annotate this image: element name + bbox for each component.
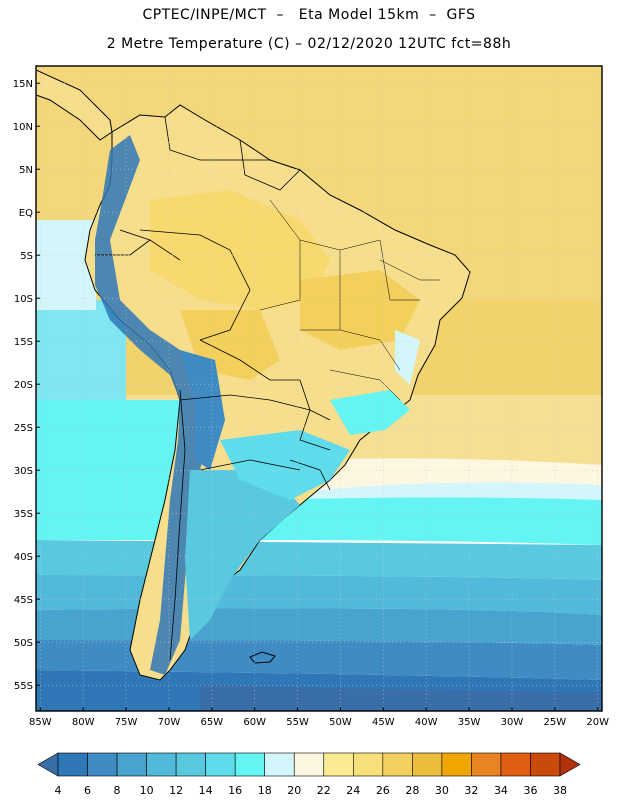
colorbar-swatch: [293, 752, 325, 777]
longitude-label: 75W: [115, 717, 138, 728]
latitude-label: 30S: [14, 466, 33, 477]
colorbar-swatch: [441, 752, 472, 777]
colorbar-swatch: [57, 752, 88, 777]
colorbar-max-arrow: [559, 752, 581, 777]
latitude-label: 45S: [14, 595, 33, 606]
colorbar: 4 6 8 10 12 14 16 18 20 22 24 26 28 30 32 34 36 38: [37, 752, 581, 797]
longitude-label: 55W: [286, 717, 309, 728]
map-frame: [35, 65, 603, 712]
latitude-label: 50S: [14, 638, 33, 649]
colorbar-swatch: [116, 752, 147, 777]
longitude-label: 80W: [72, 717, 95, 728]
longitude-label: 40W: [415, 717, 438, 728]
map-title-line-1: CPTEC/INPE/MCT – Eta Model 15km – GFS: [142, 7, 476, 23]
longitude-label: 20W: [586, 717, 609, 728]
longitude-label: 30W: [501, 717, 524, 728]
pacific-band-20: [36, 220, 96, 310]
colorbar-swatch: [471, 752, 502, 777]
southeast-brazil-cool-zone: [330, 390, 410, 435]
colorbar-swatch: [205, 752, 236, 777]
colorbar-swatch: [146, 752, 177, 777]
colorbar-label: 36: [523, 784, 537, 797]
colorbar-label: 24: [346, 784, 360, 797]
andes-cold-ridge: [95, 135, 210, 675]
colorbar-label: 12: [169, 784, 183, 797]
latitude-label: 10N: [13, 122, 33, 133]
colorbar-swatch: [175, 752, 206, 777]
longitude-labels: 85W 80W 75W 70W 65W 60W 55W 50W 45W 40W 35W 30W 25W 2…: [29, 707, 609, 728]
latitude-label: 20S: [14, 380, 33, 391]
latitude-label: 15S: [14, 337, 33, 348]
latitude-label: 5S: [20, 251, 33, 262]
central-america-land: [36, 69, 113, 141]
latitude-label: 55S: [14, 681, 33, 692]
colorbar-label: 20: [287, 784, 301, 797]
ocean-band-14: [36, 540, 602, 580]
colorbar-label: 10: [140, 784, 154, 797]
longitude-label: 65W: [200, 717, 223, 728]
colorbar-label: 14: [199, 784, 213, 797]
longitude-label: 85W: [29, 717, 52, 728]
ocean-band-4: [200, 685, 602, 711]
longitude-label: 35W: [458, 717, 481, 728]
latitude-label: 40S: [14, 552, 33, 563]
ocean-band-10: [36, 608, 602, 645]
colorbar-label: 34: [494, 784, 508, 797]
colorbar-label: 32: [464, 784, 478, 797]
state-borders: [259, 199, 440, 401]
latitude-label: 5N: [19, 165, 33, 176]
colorbar-swatch: [530, 752, 561, 777]
longitude-label: 25W: [544, 717, 567, 728]
longitude-label: 60W: [243, 717, 266, 728]
ocean-band-22: [300, 458, 602, 490]
colorbar-label: 28: [405, 784, 419, 797]
latitude-labels: 15N 10N 5N EQ 5S 10S 15S 20S 25S 30S 35S 40S 45S 50S 5…: [13, 79, 40, 692]
temperature-field: [36, 66, 602, 711]
patagonia-cool-zone: [185, 470, 300, 640]
falkland-islands: [249, 651, 276, 664]
colorbar-swatch: [234, 752, 266, 777]
bahia-mild-zone: [395, 330, 420, 385]
latitude-label: 35S: [14, 509, 33, 520]
colorbar-label: 6: [84, 784, 91, 797]
latitude-label: 15N: [13, 79, 33, 90]
pampas-cool-zone: [220, 430, 350, 500]
colorbar-swatch: [412, 752, 443, 777]
latitude-label: EQ: [19, 208, 33, 219]
colorbar-label: 18: [258, 784, 272, 797]
altiplano-cold-zone: [180, 350, 225, 470]
colorbar-min-arrow: [37, 752, 59, 777]
colorbar-swatch: [382, 752, 413, 777]
colorbar-swatch: [352, 752, 384, 777]
colorbar-label: 8: [114, 784, 121, 797]
latitude-label: 10S: [14, 294, 33, 305]
longitude-label: 70W: [158, 717, 181, 728]
colorbar-swatch: [323, 752, 354, 777]
colorbar-swatch: [500, 752, 531, 777]
country-borders: [95, 116, 331, 661]
latitude-label: 25S: [14, 423, 33, 434]
map-title-line-2: 2 Metre Temperature (C) – 02/12/2020 12U…: [106, 36, 512, 52]
colorbar-label: 38: [553, 784, 567, 797]
colorbar-label: 4: [55, 784, 62, 797]
colorbar-label: 26: [376, 784, 390, 797]
longitude-label: 45W: [372, 717, 395, 728]
colorbar-swatch: [87, 752, 118, 777]
colorbar-label: 30: [435, 784, 449, 797]
longitude-label: 50W: [329, 717, 352, 728]
colorbar-label: 22: [317, 784, 331, 797]
colorbar-label: 16: [228, 784, 242, 797]
colorbar-swatch: [264, 752, 295, 777]
